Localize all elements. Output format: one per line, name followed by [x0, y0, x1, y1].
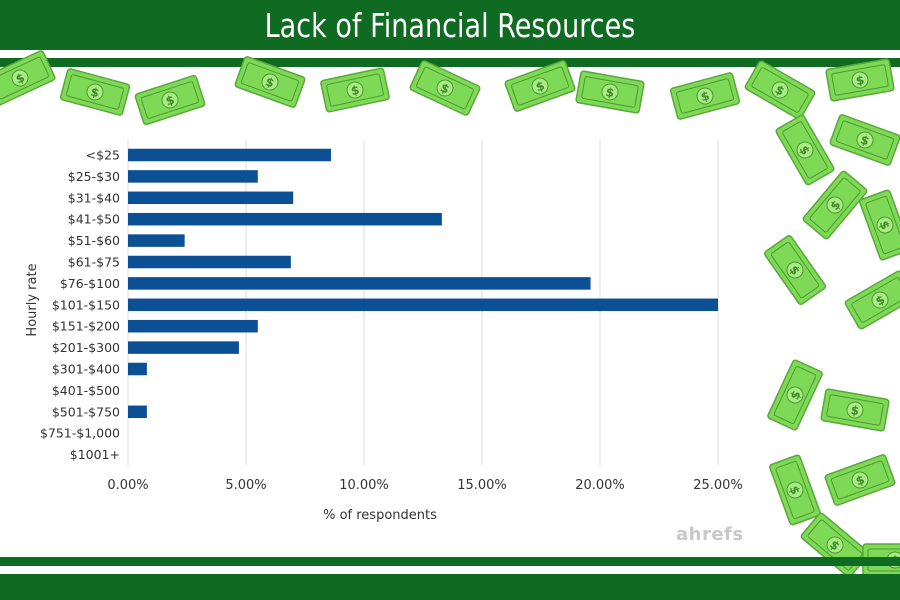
bottom-stripe-thin [0, 557, 900, 566]
bar [128, 191, 294, 205]
category-label: $401-$500 [52, 383, 120, 398]
category-label: $61-$75 [68, 255, 120, 270]
bar [128, 319, 258, 333]
category-label: $25-$30 [68, 169, 120, 184]
bar [128, 298, 718, 312]
bar [128, 341, 239, 354]
bars [128, 148, 718, 419]
y-axis-label: Hourly rate [25, 263, 40, 336]
category-label: $151-$200 [52, 319, 120, 334]
bar [128, 212, 442, 226]
x-tick-label: 0.00% [107, 478, 148, 493]
x-tick-label: 5.00% [225, 478, 266, 493]
category-label: $501-$750 [52, 404, 120, 419]
category-label: $301-$400 [52, 362, 120, 377]
category-labels: <$25 $25-$30 $31-$40 $41-$50 $51-$60 $61-$75 $… [40, 148, 120, 463]
bar [128, 234, 185, 247]
category-label: $101-$150 [52, 297, 120, 312]
bar [128, 277, 591, 290]
category-label: $1001+ [70, 447, 120, 462]
x-axis-label: % of respondents [323, 508, 437, 523]
category-label: $201-$300 [52, 340, 120, 355]
bar [128, 255, 291, 269]
category-label: <$25 [86, 148, 120, 163]
bar [128, 405, 147, 419]
x-tick-label: 15.00% [457, 478, 507, 493]
bar [128, 362, 147, 376]
bar [128, 170, 258, 183]
x-tick-label: 25.00% [693, 478, 743, 493]
x-tick-label: 20.00% [575, 478, 625, 493]
category-label: $51-$60 [68, 233, 120, 248]
x-tick-labels: 0.00% 5.00% 10.00% 15.00% 20.00% 25.00% [107, 478, 742, 493]
title-banner: Lack of Financial Resources [0, 0, 900, 50]
category-label: $76-$100 [60, 276, 120, 291]
x-tick-label: 10.00% [339, 478, 389, 493]
page-title: Lack of Financial Resources [264, 6, 636, 45]
ahrefs-watermark: ahrefs [676, 524, 744, 545]
category-label: $41-$50 [68, 212, 120, 227]
bar [128, 148, 331, 162]
category-label: $751-$1,000 [40, 426, 120, 441]
category-label: $31-$40 [68, 190, 120, 205]
bottom-stripe-thick [0, 574, 900, 600]
